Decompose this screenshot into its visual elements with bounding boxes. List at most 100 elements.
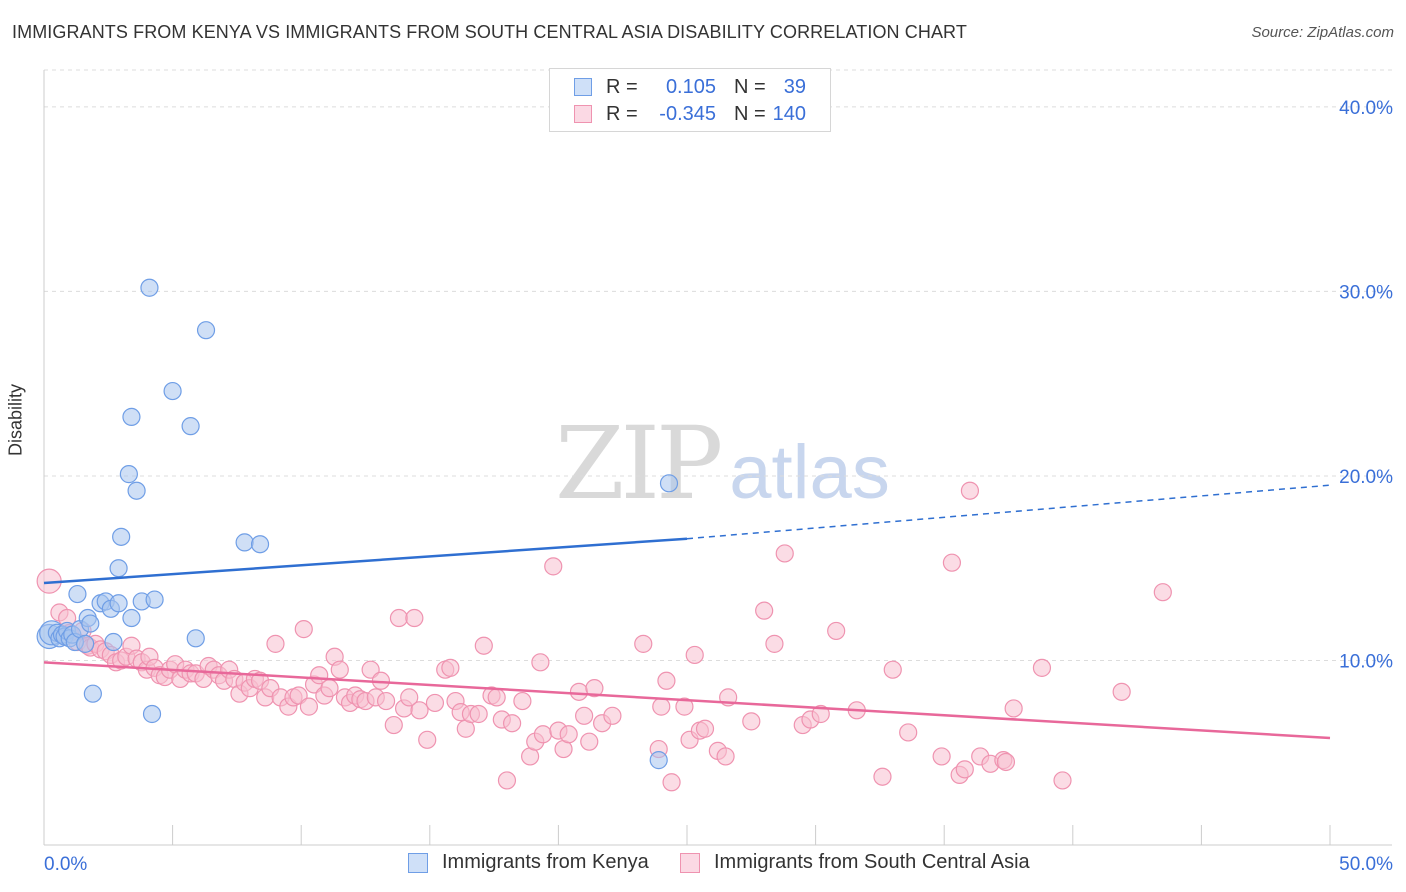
south-central-asia-point <box>1053 771 1072 790</box>
south-central-asia-point <box>361 660 380 679</box>
south-central-asia-point <box>942 553 962 572</box>
legend-n-value: 140 <box>772 102 806 125</box>
kenya-point <box>81 614 100 633</box>
south-central-asia-point <box>883 660 902 679</box>
south-central-asia-point <box>580 732 599 751</box>
south-central-asia-point <box>1153 583 1172 602</box>
kenya-point <box>122 608 141 628</box>
kenya-point <box>140 278 159 297</box>
bottom-legend-south-central-asia: Immigrants from South Central Asia <box>680 851 1030 874</box>
south-central-asia-point <box>685 645 704 665</box>
kenya-point <box>127 481 146 500</box>
south-central-asia-point <box>487 688 506 707</box>
kenya-point <box>163 381 182 401</box>
legend-r-label: R = <box>606 75 638 98</box>
kenya-point <box>235 533 254 552</box>
south-central-asia-point <box>1032 658 1052 677</box>
legend-r-value: 0.105 <box>665 75 716 98</box>
south-central-asia-point <box>289 686 308 705</box>
south-central-asia-point <box>827 621 846 641</box>
legend-r-value: -0.345 <box>659 102 716 125</box>
kenya-point <box>76 634 95 653</box>
chart-title: IMMIGRANTS FROM KENYA VS IMMIGRANTS FROM… <box>12 22 967 42</box>
south-central-asia-point <box>960 481 980 500</box>
south-central-asia-point <box>410 701 429 720</box>
south-central-asia-point <box>657 671 676 690</box>
kenya-trend-line <box>43 537 688 585</box>
bottom-legend-swatch-south-central-asia <box>680 852 700 873</box>
legend-n-value: 39 <box>783 75 806 98</box>
south-central-asia-point <box>695 719 715 738</box>
south-central-asia-point <box>675 697 694 716</box>
kenya-point <box>83 684 102 703</box>
south-central-asia-point <box>575 706 594 725</box>
legend-n-label: N = <box>734 75 766 98</box>
south-central-asia-point <box>266 634 285 653</box>
south-central-asia-point <box>996 752 1016 772</box>
south-central-asia-point <box>513 691 532 711</box>
y-tick-label: 10.0% <box>1339 651 1393 672</box>
south-central-asia-point <box>425 693 445 713</box>
watermark-atlas: atlas <box>729 430 890 515</box>
south-central-asia-point <box>899 723 918 742</box>
south-central-asia-point <box>400 688 419 707</box>
bottom-legend-kenya: Immigrants from Kenya <box>408 851 649 874</box>
legend-n-label: N = <box>734 102 766 125</box>
watermark-zip: ZIP <box>555 405 723 522</box>
legend-swatch-south-central-asia <box>574 105 592 123</box>
kenya-point <box>250 535 270 554</box>
legend-swatch-kenya <box>574 78 592 96</box>
kenya-point <box>649 751 668 770</box>
kenya-point <box>122 407 141 427</box>
south-central-asia-point <box>742 712 761 731</box>
south-central-asia-point <box>497 771 517 790</box>
south-central-asia-point <box>559 725 578 744</box>
kenya-point <box>659 474 679 493</box>
bottom-legend-swatch-kenya <box>408 852 428 873</box>
kenya-point <box>104 632 123 652</box>
south-central-asia-point <box>603 706 622 725</box>
south-central-asia-point <box>418 730 437 749</box>
south-central-asia-point <box>384 715 403 735</box>
x-tick-label-min: 0.0% <box>44 854 87 875</box>
south-central-asia-point <box>376 691 396 711</box>
kenya-point <box>109 559 128 578</box>
kenya-point <box>142 704 162 724</box>
south-central-asia-point <box>662 773 681 792</box>
south-central-asia-point <box>503 714 522 733</box>
south-central-asia-point <box>544 557 563 576</box>
y-tick-label: 20.0% <box>1339 467 1393 488</box>
kenya-point <box>186 629 205 648</box>
south-central-asia-point <box>955 760 974 779</box>
south-central-asia-point <box>474 636 493 655</box>
y-axis-label: Disability <box>5 383 26 456</box>
south-central-asia-point <box>652 697 671 716</box>
legend-r-label: R = <box>606 102 638 125</box>
south-central-asia-point <box>932 747 951 766</box>
kenya-point <box>119 465 138 484</box>
kenya-point <box>68 584 87 604</box>
legend-row-kenya: R = 0.105 N = 39 <box>574 75 806 99</box>
kenya-point <box>181 417 200 436</box>
watermark: ZIP atlas <box>555 405 890 522</box>
kenya-point <box>196 321 216 340</box>
south-central-asia-trend-line <box>43 661 1331 740</box>
south-central-asia-point <box>531 653 550 672</box>
south-central-asia-point <box>634 634 653 653</box>
south-central-asia-point <box>1112 682 1131 701</box>
south-central-asia-point <box>320 679 339 698</box>
south-central-asia-point <box>330 660 349 679</box>
south-central-asia-point <box>299 697 319 716</box>
south-central-asia-point <box>389 608 409 628</box>
legend-row-south-central-asia: R = -0.345 N = 140 <box>574 102 806 126</box>
kenya-point <box>109 594 128 613</box>
south-central-asia-point <box>765 634 784 653</box>
south-central-asia-point <box>294 620 313 639</box>
stats-legend: R = 0.105 N = 39 R = -0.345 N = 140 <box>549 68 831 132</box>
bottom-legend-label-kenya: Immigrants from Kenya <box>442 851 649 873</box>
south-central-asia-point <box>469 704 488 724</box>
bottom-legend-label-south-central-asia: Immigrants from South Central Asia <box>714 851 1030 873</box>
south-central-asia-point <box>585 679 604 698</box>
x-tick-label-max: 50.0% <box>1339 854 1393 875</box>
